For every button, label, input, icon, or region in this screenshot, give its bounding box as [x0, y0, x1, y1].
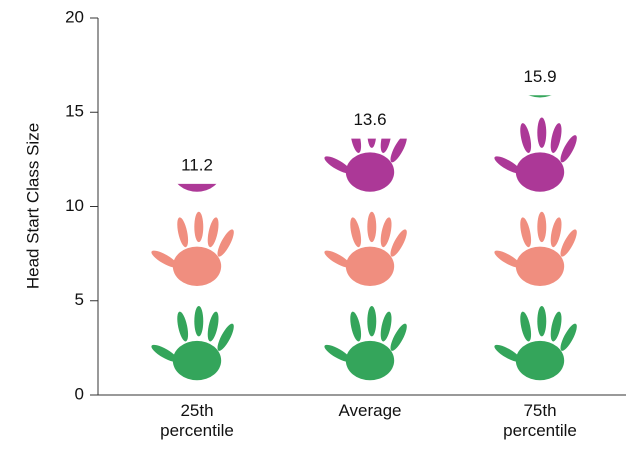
x-tick-label: 25th percentile: [160, 401, 234, 440]
bar: [494, 95, 577, 381]
value-label: 11.2: [181, 155, 213, 174]
y-tick-label: 0: [75, 384, 84, 403]
value-label: 13.6: [353, 110, 386, 129]
x-tick-label: 75th percentile: [503, 401, 577, 440]
y-tick-label: 10: [65, 196, 84, 215]
y-tick-label: 5: [75, 290, 84, 309]
y-axis-label: Head Start Class Size: [23, 123, 42, 289]
x-tick-label: Average: [338, 401, 402, 420]
bar: [324, 138, 407, 381]
bar: [151, 183, 234, 381]
y-tick-label: 20: [65, 7, 84, 26]
y-tick-label: 15: [65, 102, 84, 121]
value-label: 15.9: [523, 67, 556, 86]
